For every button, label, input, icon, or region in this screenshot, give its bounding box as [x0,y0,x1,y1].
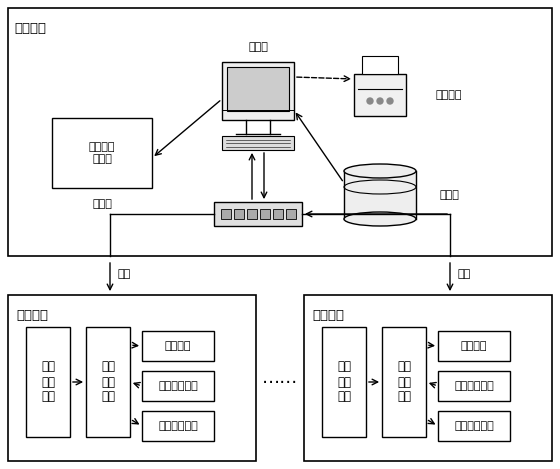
Bar [234,209,244,219]
Text: 现场装置: 现场装置 [312,309,344,322]
Text: x: x [289,209,295,219]
Text: 数据
处理
单元: 数据 处理 单元 [397,361,411,403]
Bar [304,295,552,461]
Bar [142,331,214,361]
Text: 以太网: 以太网 [92,199,112,209]
Bar [273,209,283,219]
Text: 温度
采集
单元: 温度 采集 单元 [337,361,351,403]
Bar [222,136,294,150]
Bar [8,8,552,256]
Bar [438,411,510,441]
Ellipse shape [344,164,416,178]
Bar [86,327,130,437]
Text: 光纤: 光纤 [118,269,131,279]
Text: 温度显示单元: 温度显示单元 [454,421,494,431]
Bar [260,209,270,219]
Bar [142,411,214,441]
Text: 数据库: 数据库 [440,190,460,200]
Circle shape [377,98,383,104]
Bar [8,295,256,461]
Text: 报警单元: 报警单元 [165,341,192,351]
Text: 温度显示单元: 温度显示单元 [158,421,198,431]
Bar [227,67,289,111]
Text: 温度
采集
单元: 温度 采集 单元 [41,361,55,403]
Text: 生成热力
分布图: 生成热力 分布图 [88,142,115,164]
Ellipse shape [344,212,416,226]
Bar [382,327,426,437]
Bar [142,371,214,401]
Bar [214,202,302,226]
Text: 现场装置: 现场装置 [16,309,48,322]
Circle shape [367,98,373,104]
Text: 阈值设置单元: 阈值设置单元 [158,381,198,391]
Text: 站控中心: 站控中心 [14,22,46,35]
Text: 阈值设置单元: 阈值设置单元 [454,381,494,391]
Bar [438,331,510,361]
Bar [438,371,510,401]
Bar [52,118,152,188]
Bar [322,327,366,437]
Text: 上位机: 上位机 [248,42,268,52]
Text: 报警单元: 报警单元 [461,341,487,351]
Bar [26,327,70,437]
Text: 数据
处理
单元: 数据 处理 单元 [101,361,115,403]
Bar [222,62,294,120]
Bar [286,209,296,219]
Bar [247,209,257,219]
Text: 打印报表: 打印报表 [435,90,461,100]
Bar [221,209,231,219]
Polygon shape [344,171,416,219]
Bar [354,74,406,116]
Bar [362,56,398,74]
Circle shape [387,98,393,104]
Text: ……: …… [262,369,298,387]
Text: 光纤: 光纤 [458,269,472,279]
